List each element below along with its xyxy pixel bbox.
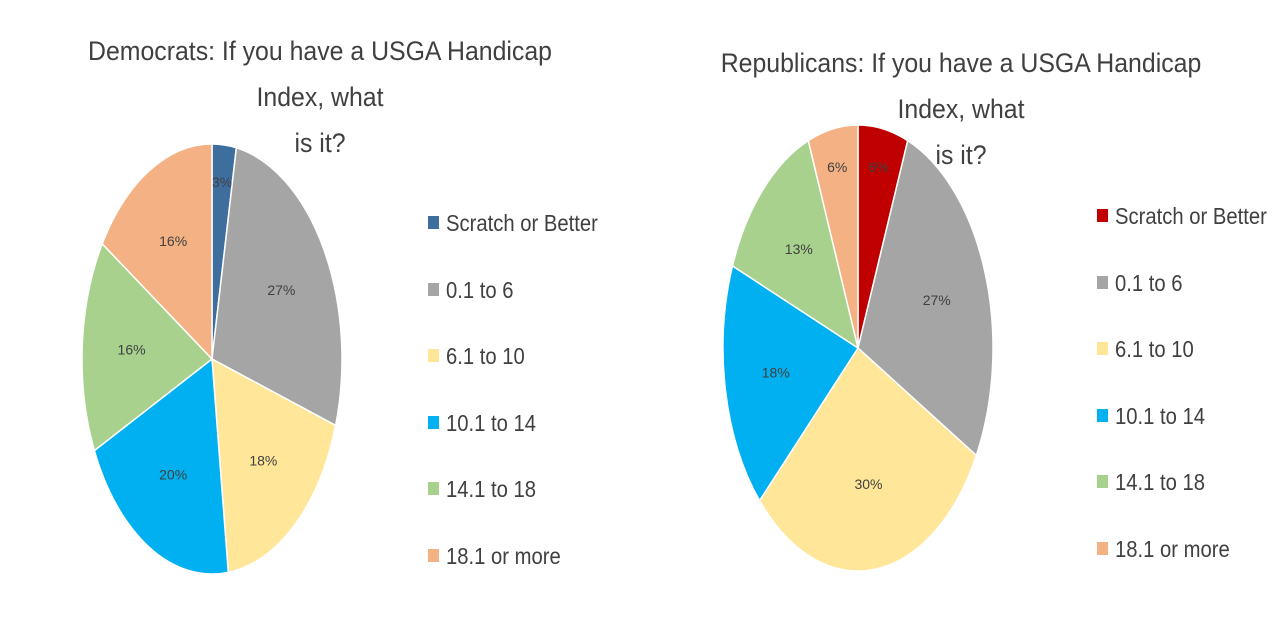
legend-label: 18.1 or more (1115, 535, 1230, 562)
legend-label: 6.1 to 10 (446, 343, 525, 370)
data-label: 30% (854, 476, 882, 492)
republicans-chart: Republicans: If you have a USGA Handicap… (641, 0, 1280, 640)
legend-label: 10.1 to 14 (1115, 402, 1206, 429)
legend-swatch (428, 282, 439, 296)
pie-slice (731, 139, 860, 350)
legend-label: 14.1 to 18 (1115, 469, 1206, 496)
legend-swatch (1097, 541, 1108, 555)
legend-label: 0.1 to 6 (1115, 269, 1183, 296)
pie-slice (857, 139, 994, 457)
data-label: 13% (785, 241, 813, 257)
pie-slice (758, 346, 978, 572)
legend-item: 14.1 to 18 (428, 473, 619, 540)
data-label: 6% (869, 159, 889, 175)
legend-swatch (1097, 475, 1108, 489)
legend-label: 10.1 to 14 (446, 409, 537, 436)
data-label: 18% (249, 452, 277, 468)
data-label: 16% (159, 233, 187, 249)
chart-title-line-1: Republicans: If you have a USGA Handicap… (720, 48, 1202, 124)
legend: Scratch or Better 0.1 to 6 6.1 to 10 10.… (1097, 200, 1280, 600)
legend-label: 0.1 to 6 (446, 276, 514, 303)
legend-item: 10.1 to 14 (428, 407, 619, 474)
legend-item: 10.1 to 14 (1097, 400, 1280, 467)
legend-label: 14.1 to 18 (446, 476, 537, 503)
legend-swatch (428, 216, 439, 229)
pie-plot: 6% 27% 30% 18% 13% 6% (722, 124, 994, 572)
data-label: 6% (827, 159, 847, 175)
legend-item: Scratch or Better (1097, 200, 1280, 267)
pie-slice (211, 146, 343, 427)
data-label: 20% (159, 467, 187, 483)
legend-item: 6.1 to 10 (428, 340, 619, 407)
pie-slice (722, 264, 860, 503)
legend-item: Scratch or Better (428, 207, 619, 274)
democrats-chart: Democrats: If you have a USGA Handicap I… (62, 28, 619, 607)
data-label: 18% (762, 365, 790, 381)
legend-item: 14.1 to 18 (1097, 466, 1280, 533)
data-label: 3% (212, 174, 232, 190)
legend-swatch (1097, 342, 1108, 356)
legend-swatch (428, 349, 439, 363)
legend-label: 18.1 or more (446, 542, 561, 569)
pie-slice (807, 124, 859, 349)
legend-item: 6.1 to 10 (1097, 333, 1280, 400)
pie-slice (101, 143, 213, 361)
chart-title: Democrats: If you have a USGA Handicap I… (62, 28, 577, 166)
data-label: 27% (267, 282, 295, 298)
legend-label: Scratch or Better (446, 210, 598, 236)
pie-slice (93, 357, 230, 575)
legend-swatch (1097, 209, 1108, 222)
legend-swatch (428, 482, 439, 496)
legend-item: 18.1 or more (1097, 533, 1280, 600)
legend-label: 6.1 to 10 (1115, 336, 1194, 363)
chart-title-line-2: is it? (294, 128, 346, 158)
legend-swatch (1097, 408, 1108, 422)
legend-item: 0.1 to 6 (1097, 267, 1280, 334)
legend-swatch (1097, 275, 1108, 289)
legend-item: 0.1 to 6 (428, 274, 619, 341)
legend-label: Scratch or Better (1115, 203, 1267, 229)
legend-swatch (428, 415, 439, 429)
chart-title-line-1: Democrats: If you have a USGA Handicap I… (88, 36, 552, 112)
legend-swatch (428, 548, 439, 562)
pie-plot: 3% 27% 18% 20% 16% 16% (81, 143, 343, 575)
pie-slice (81, 242, 214, 452)
chart-title: Republicans: If you have a USGA Handicap… (703, 40, 1218, 178)
data-label: 16% (118, 341, 146, 357)
data-label: 27% (923, 292, 951, 308)
pie-slice (211, 357, 337, 574)
chart-title-line-2: is it? (935, 140, 987, 170)
legend-item: 18.1 or more (428, 540, 619, 607)
legend: Scratch or Better 0.1 to 6 6.1 to 10 10.… (428, 207, 619, 607)
